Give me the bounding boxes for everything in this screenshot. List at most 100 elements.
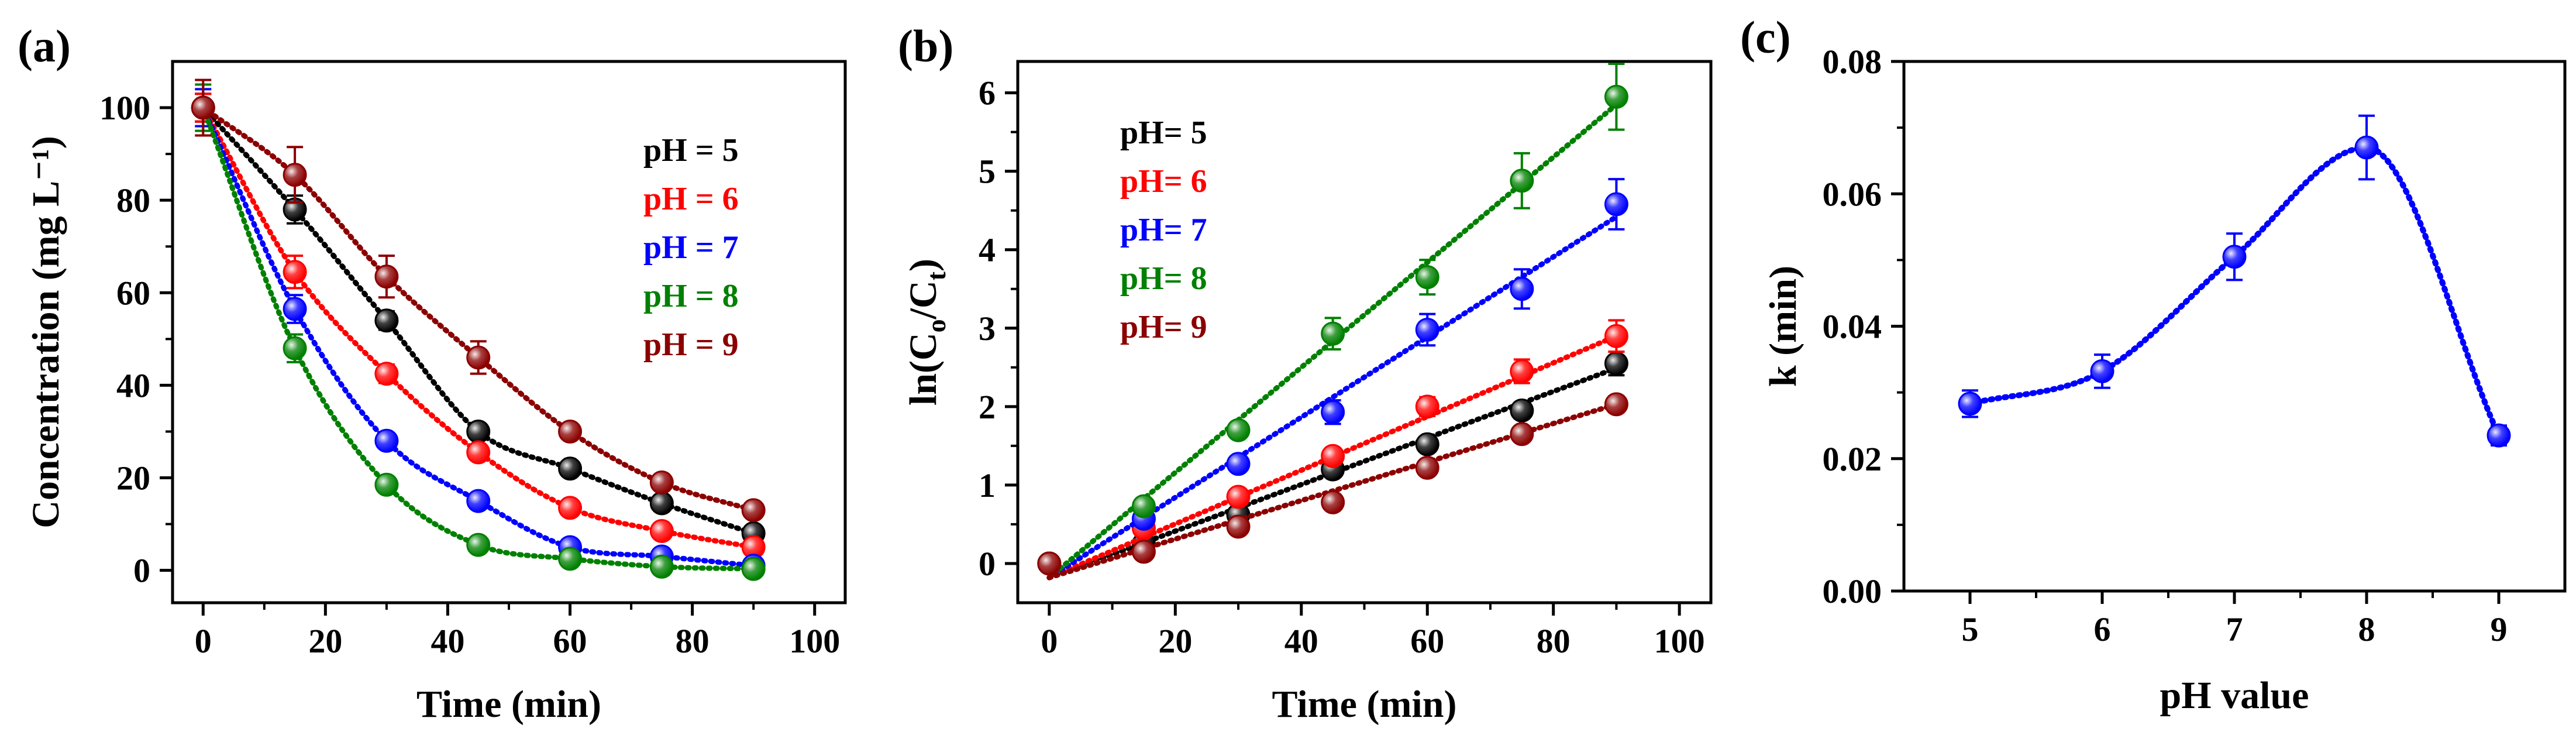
data-point: [1415, 265, 1439, 290]
data-point: [649, 554, 674, 579]
x-tick-label: 7: [2226, 610, 2243, 648]
y-axis-title-part: ): [902, 259, 945, 272]
data-point: [558, 419, 583, 444]
x-tick-label: 100: [1654, 622, 1705, 660]
data-point: [1415, 317, 1439, 342]
data-point: [1415, 394, 1439, 419]
data-point: [558, 496, 583, 520]
panel-label: (b): [898, 20, 953, 71]
plot-frame: [1902, 60, 2567, 593]
data-point: [649, 470, 674, 494]
data-point: [1604, 84, 1628, 109]
y-tick-label: 0: [133, 552, 150, 590]
legend-entry: pH= 5: [1120, 115, 1207, 151]
x-tick-label: 9: [2491, 610, 2508, 648]
data-point: [2487, 423, 2511, 448]
x-axis-title: Time (min): [1272, 683, 1457, 726]
data-point: [1415, 432, 1439, 456]
chart-panel-1: (a) 0 20 40 60 80 100 0 20 40 60 80 100 Time (min) Con…: [18, 20, 847, 726]
series-1: [1958, 114, 2511, 448]
series-4: [191, 83, 766, 581]
chart-panel-3: (c) 5 6 7 8 9 0.00 0.02 0.04 0.06 0.08 pH value k (m…: [1740, 12, 2567, 717]
y-tick-label: 4: [979, 231, 996, 269]
data-point: [1510, 399, 1534, 423]
x-tick-label: 8: [2358, 610, 2375, 648]
x-axis-title: Time (min): [416, 683, 601, 726]
data-point: [558, 547, 583, 571]
legend: pH = 5 pH = 6 pH = 7 pH = 8 pH = 9: [643, 132, 739, 363]
data-point: [558, 456, 583, 481]
y-tick-label: 0: [979, 545, 996, 583]
data-point: [1510, 422, 1534, 446]
y-axis-title-part: /C: [902, 280, 945, 320]
data-point: [283, 297, 307, 321]
legend-entry: pH = 7: [643, 229, 739, 266]
data-point: [1604, 324, 1628, 348]
y-tick-label: 0.04: [1823, 308, 1882, 346]
data-point: [1321, 444, 1345, 468]
x-tick-label: 0: [1041, 622, 1058, 660]
x-axis-title: pH value: [2160, 674, 2309, 717]
series-5: [191, 78, 766, 523]
data-point: [1226, 514, 1251, 539]
chart-panel-2: (b) 0 20 40 60 80 100 0 1 2 3 4 5 6 Time (min) ln(Co/Ct…: [898, 20, 1713, 726]
data-point: [374, 308, 399, 333]
data-point: [374, 362, 399, 386]
legend-entry: pH = 9: [643, 327, 739, 363]
data-point: [1510, 359, 1534, 384]
y-axis-title: k (min): [1762, 266, 1804, 387]
y-tick-label: 5: [979, 153, 996, 191]
data-point: [2354, 135, 2379, 160]
series-2: [1037, 319, 1628, 580]
y-tick-label: 0.02: [1823, 440, 1882, 478]
data-point: [1510, 277, 1534, 301]
x-tick-label: 80: [676, 622, 710, 660]
y-tick-label: 2: [979, 388, 996, 426]
x-tick-label: 20: [308, 622, 342, 660]
data-point: [741, 498, 766, 523]
y-axis-title: ln(Co/Ct): [902, 259, 951, 406]
y-tick-label: 0.00: [1823, 572, 1882, 610]
x-tick-label: 6: [2094, 610, 2111, 648]
panel-label: (a): [18, 20, 71, 71]
x-tick-label: 0: [195, 622, 212, 660]
legend-entry: pH= 6: [1120, 163, 1207, 200]
data-point: [649, 518, 674, 543]
data-point: [1226, 418, 1251, 442]
data-point: [466, 489, 491, 513]
data-point: [1037, 551, 1062, 576]
data-point: [1604, 392, 1628, 417]
y-axis-title-part: ln(C: [902, 332, 945, 406]
data-point: [1131, 540, 1156, 564]
data-point: [649, 491, 674, 516]
data-point: [374, 472, 399, 497]
series-5: [1037, 392, 1628, 580]
data-point: [1226, 452, 1251, 476]
panel-label: (c): [1740, 12, 1791, 63]
legend-entry: pH= 9: [1120, 309, 1207, 345]
trend-curve: [1967, 145, 2502, 439]
y-axis-title-part: t: [921, 271, 951, 280]
legend-entry: pH= 7: [1120, 212, 1207, 248]
data-point: [466, 419, 491, 444]
x-tick-label: 80: [1537, 622, 1571, 660]
y-tick-label: 0.08: [1823, 43, 1882, 81]
data-point: [466, 345, 491, 370]
data-point: [1226, 485, 1251, 509]
y-axis-title-part: o: [921, 319, 951, 332]
x-tick-label: 100: [789, 622, 840, 660]
series-2: [191, 92, 766, 559]
data-point: [1415, 455, 1439, 480]
y-tick-label: 20: [116, 459, 150, 497]
data-point: [2090, 359, 2114, 383]
y-tick-label: 40: [116, 366, 150, 404]
legend-entry: pH = 8: [643, 278, 739, 314]
data-point: [1510, 169, 1534, 193]
y-tick-label: 100: [99, 89, 150, 127]
data-point: [191, 95, 215, 120]
legend-entry: pH = 6: [643, 181, 739, 217]
data-point: [374, 428, 399, 453]
data-point: [374, 264, 399, 289]
data-point: [741, 556, 766, 581]
